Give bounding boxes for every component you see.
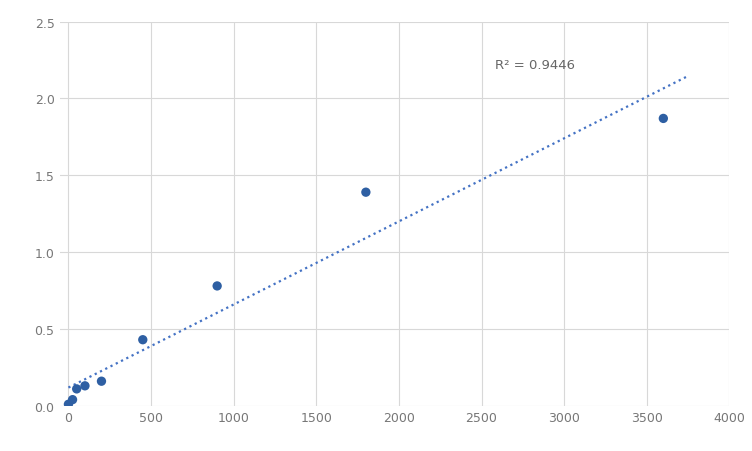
Point	[96, 378, 108, 385]
Point	[657, 115, 669, 123]
Point	[66, 396, 78, 403]
Point	[71, 386, 83, 393]
Point	[211, 283, 223, 290]
Point	[137, 336, 149, 344]
Point	[79, 382, 91, 390]
Point	[360, 189, 372, 196]
Point	[62, 401, 74, 408]
Text: R² = 0.9446: R² = 0.9446	[495, 59, 575, 72]
